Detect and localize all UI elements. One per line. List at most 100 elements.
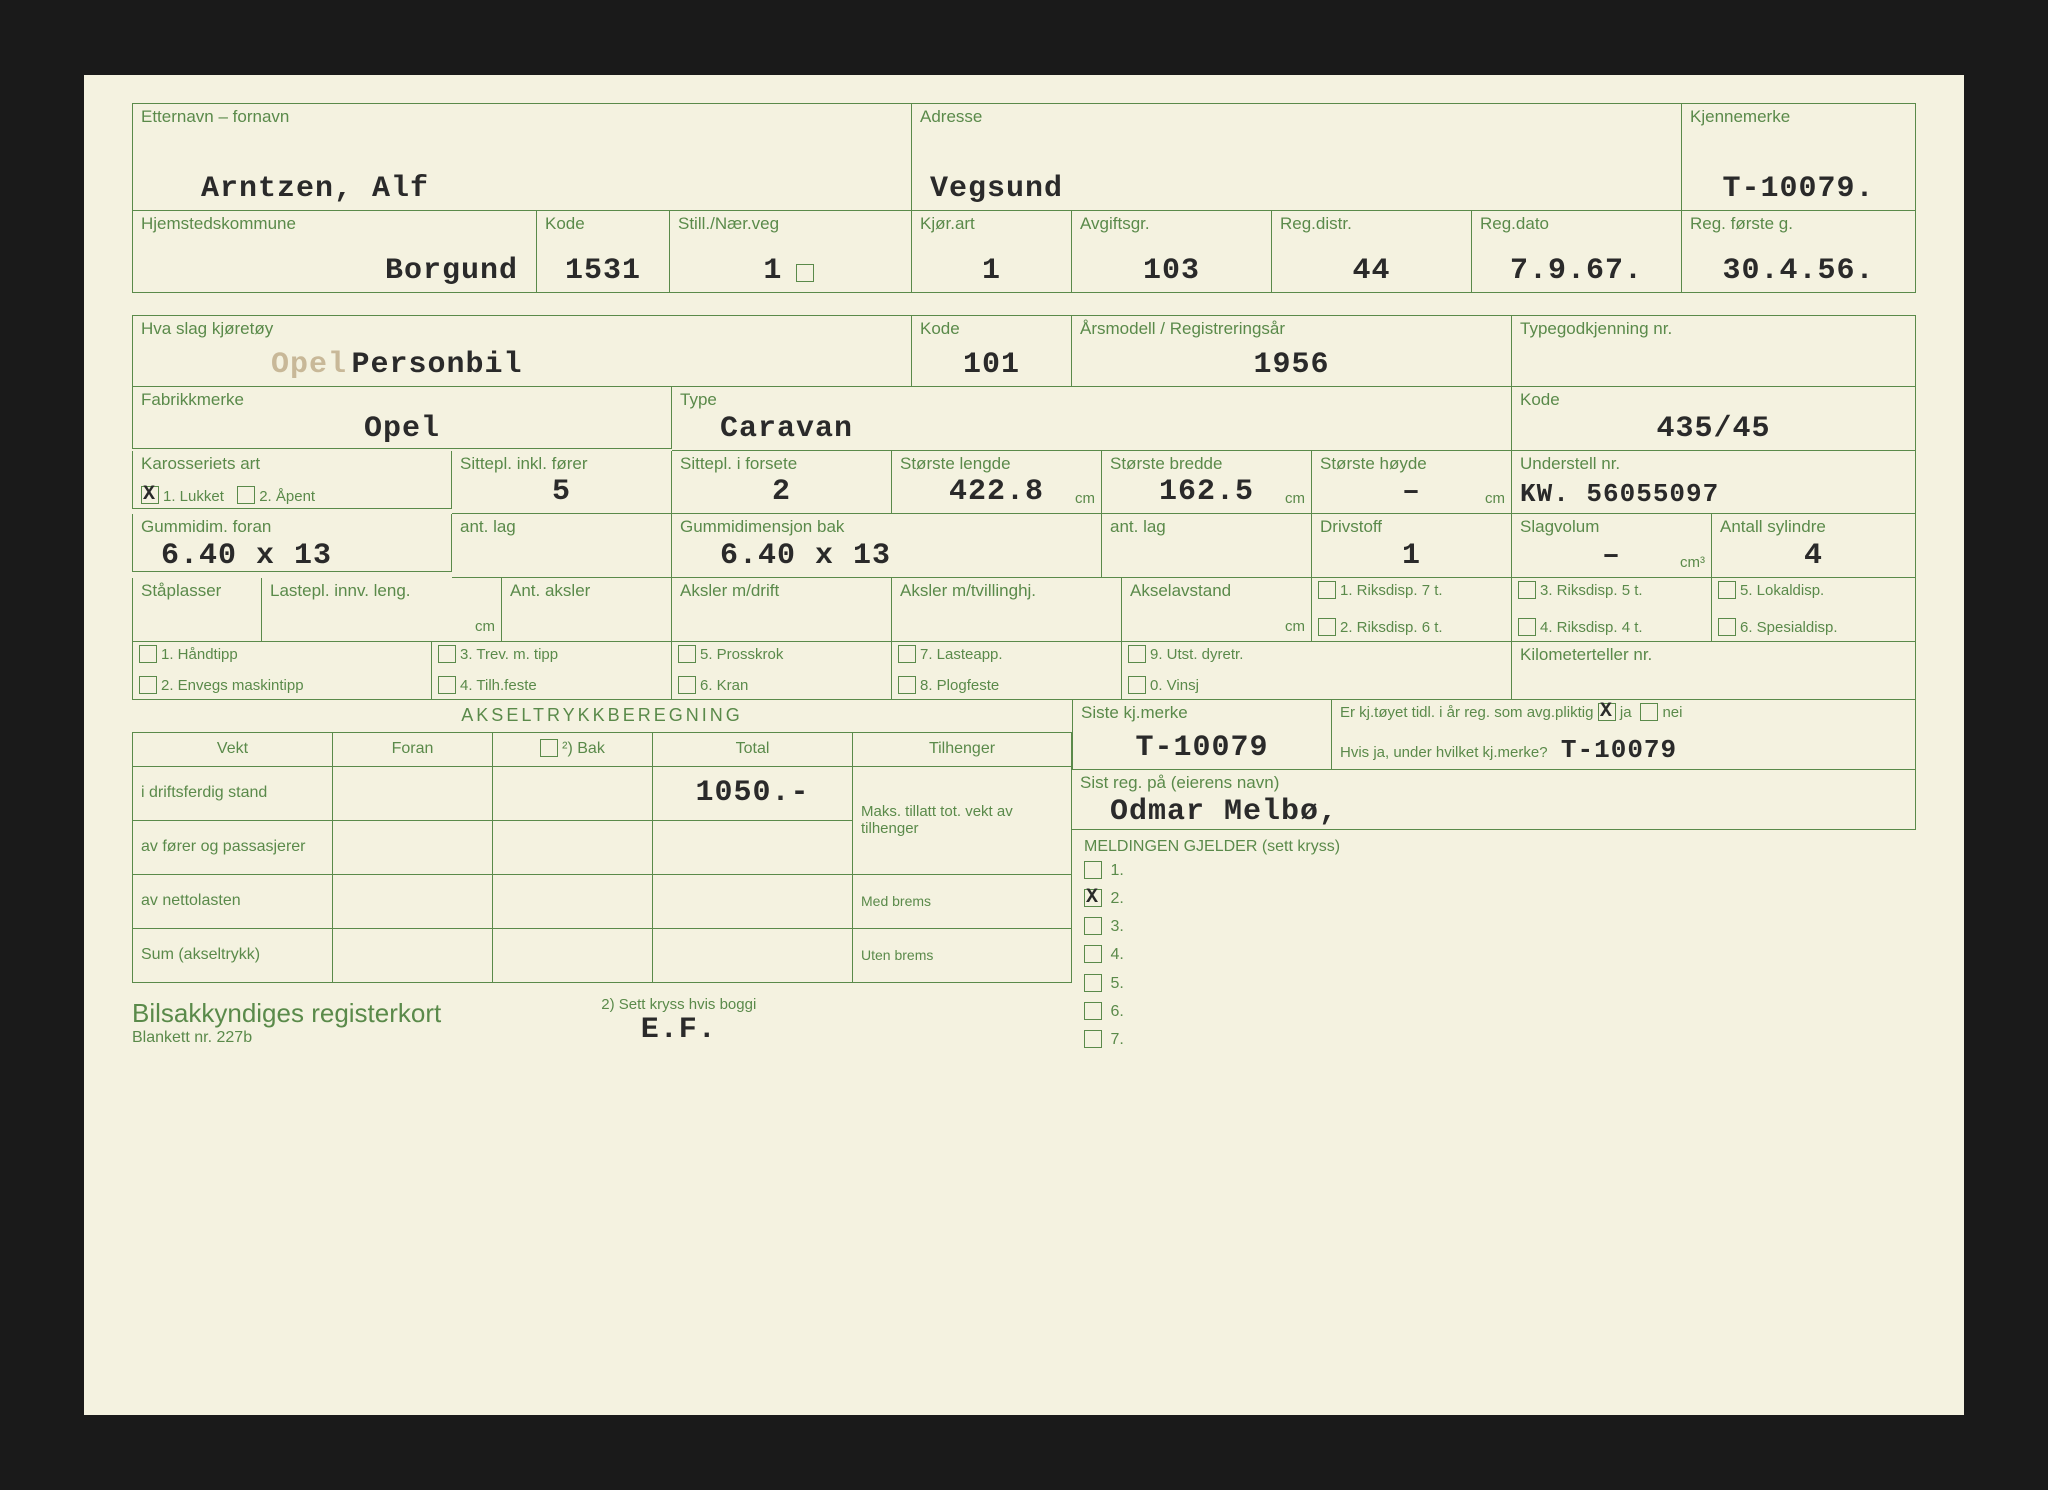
lbl-last: Lastepl. innv. leng. [270,582,493,601]
lbl-syl: Antall sylindre [1720,518,1907,537]
row-gummi: Gummidim. foran 6.40 x 13 ant. lag Gummi… [132,514,1916,578]
val-eier: Odmar Melbø, [1080,795,1338,831]
cb-h5[interactable] [678,645,696,663]
r1: i driftsferdig stand [133,766,333,820]
r2: av fører og passasjerer [133,820,333,874]
cb-r4[interactable] [1518,618,1536,636]
akt-title: AKSELTRYKKBEREGNING [132,700,1072,732]
cb-h4[interactable] [438,676,456,694]
lbl-meld-5: 5. [1110,975,1123,992]
meld-opt-5: 5. [1084,975,1904,993]
val-slag-pre: Opel [271,348,347,382]
kar-opts: 1. Lukket 2. Åpent [141,487,443,505]
lbl-und: Understell nr. [1520,455,1907,474]
cb-h2[interactable] [139,676,157,694]
cb-r5[interactable] [1718,581,1736,599]
lbl-kjor: Kjør.art [920,215,1063,234]
val-kode3: 101 [963,348,1020,384]
footer-ef: E.F. [601,1013,756,1047]
lbl-sitte: Sittepl. inkl. fører [460,455,663,474]
th-vekt: Vekt [133,732,333,766]
cb-meld-4[interactable] [1084,945,1102,963]
meld-opt-1: 1. [1084,862,1904,880]
lbl-h7: 7. Lasteapp. [920,646,1003,663]
th-tilh: Tilhenger [853,732,1072,766]
lbl-kode: Kode [545,215,661,234]
bottom-split: AKSELTRYKKBEREGNING Vekt Foran ²) Bak To… [132,700,1916,1057]
val-dato: 7.9.67. [1510,254,1643,290]
th-bak: ²) Bak [562,740,605,757]
cb-h8[interactable] [898,676,916,694]
meld-opt-3: 3. [1084,918,1904,936]
val-gumf: 6.40 x 13 [141,539,332,575]
th-foran: Foran [333,732,493,766]
cb-lukket[interactable] [141,486,159,504]
cb-nei[interactable] [1640,703,1658,721]
cb-meld-7[interactable] [1084,1030,1102,1048]
cb-meld-3[interactable] [1084,917,1102,935]
cb-h9[interactable] [1128,645,1146,663]
unit-cm4: cm [475,618,495,635]
lbl-dato: Reg.dato [1480,215,1673,234]
cb-h1[interactable] [139,645,157,663]
lbl-forste: Reg. første g. [1690,215,1907,234]
cb-still[interactable] [796,264,814,282]
lbl-hvis: Hvis ja, under hvilket kj.merke? [1340,744,1548,761]
lbl-km: Kilometerteller nr. [1520,646,1907,665]
cb-h6[interactable] [678,676,696,694]
cb-meld-6[interactable] [1084,1002,1102,1020]
val-forste: 30.4.56. [1722,254,1874,290]
cb-ja[interactable] [1598,703,1616,721]
row-slag: Hva slag kjøretøy Opel Personbil Kode 10… [132,315,1916,387]
cb-h0[interactable] [1128,676,1146,694]
lbl-sta: Ståplasser [141,582,253,601]
cb-apent[interactable] [237,486,255,504]
val-distr: 44 [1352,254,1390,290]
val-addr: Vegsund [920,172,1063,208]
lbl-h4: 4. Tilh.feste [460,677,537,694]
lbl-tid: Er kj.tøyet tidl. i år reg. som avg.plik… [1340,704,1593,721]
lbl-typeg: Typegodkjenning nr. [1520,320,1907,339]
lbl-komm: Hjemstedskommune [141,215,528,234]
cb-h7[interactable] [898,645,916,663]
lbl-apent: 2. Åpent [259,488,315,505]
lbl-eier: Sist reg. på (eierens navn) [1080,774,1907,793]
lbl-meld-7: 7. [1110,1031,1123,1048]
val-gumb: 6.40 x 13 [680,539,891,575]
lbl-meld-3: 3. [1110,918,1123,935]
lbl-lukket: 1. Lukket [163,488,224,505]
cb-r3[interactable] [1518,581,1536,599]
cb-r6[interactable] [1718,618,1736,636]
lbl-still: Still./Nær.veg [678,215,903,234]
footer-title: Bilsakkyndiges registerkort [132,998,441,1029]
lbl-type4: Type [680,391,1503,410]
cb-meld-5[interactable] [1084,974,1102,992]
lbl-driv: Drivstoff [1320,518,1503,537]
lbl-h8: 8. Plogfeste [920,677,999,694]
lbl-distr: Reg.distr. [1280,215,1463,234]
lbl-gumb: Gummidimensjon bak [680,518,1093,537]
lbl-akav: Akselavstand [1130,582,1303,601]
lbl-addr: Adresse [920,108,1673,127]
lbl-gumf: Gummidim. foran [141,518,443,537]
meld-opt-2: 2. [1084,890,1904,908]
r3: av nettolasten [133,874,333,928]
cb-r2[interactable] [1318,618,1336,636]
lbl-meld: MELDINGEN GJELDER (sett kryss) [1084,838,1904,856]
unit-cm3: cm [1485,490,1505,507]
val-still: 1 [763,254,782,288]
unit-cm5: cm [1285,618,1305,635]
lbl-h9: 9. Utst. dyretr. [1150,646,1243,663]
val-komm: Borgund [385,254,528,290]
tilh3: Uten brems [853,928,1072,982]
cb-h3[interactable] [438,645,456,663]
cb-meld-1[interactable] [1084,861,1102,879]
cb-meld-2[interactable] [1084,889,1102,907]
unit-cm3b: cm³ [1680,554,1705,571]
lbl-h0: 0. Vinsj [1150,677,1199,694]
row-aksler: Ståplasser Lastepl. innv. leng.cm Ant. a… [132,578,1916,642]
cb-r1[interactable] [1318,581,1336,599]
lbl-h1: 1. Håndtipp [161,646,238,663]
footer-note: 2) Sett kryss hvis boggi [601,997,756,1014]
cb-bak[interactable] [540,739,558,757]
